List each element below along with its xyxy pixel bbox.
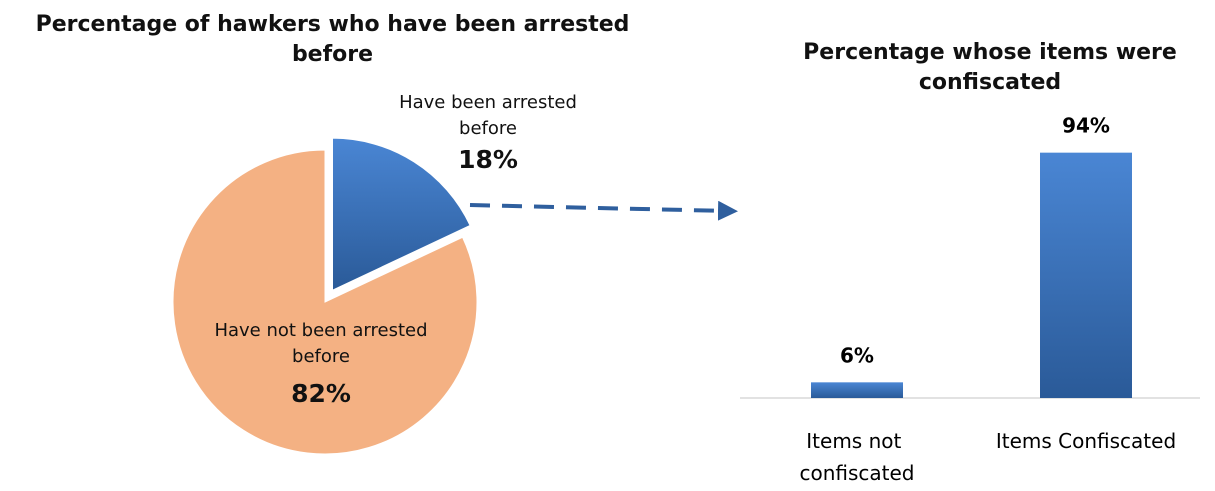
bar-value-label-not-confiscated: 6% (840, 343, 874, 367)
bar-value-label-confiscated: 94% (1062, 114, 1110, 138)
bar-chart-title: Percentage whose items were confiscated (803, 40, 1177, 95)
bar-items-confiscated (1040, 152, 1132, 398)
dashed-arrow-connector (469, 200, 738, 221)
pie-slice-not-arrested (172, 149, 478, 455)
slice-label-text-not-arrested: Have not been arrested before (214, 320, 428, 367)
pie-slice-arrested (332, 137, 471, 291)
category-label-confiscated: Items Confiscated (996, 429, 1176, 453)
slice-percent-not-arrested: 82% (291, 379, 351, 408)
bar-items-not-confiscated (811, 382, 903, 398)
slice-percent-arrested: 18% (458, 145, 518, 174)
slice-label-arrested: Have been arrested before 18% (378, 90, 598, 178)
pie-chart-title: Percentage of hawkers who have been arre… (35, 12, 630, 67)
category-label-not-confiscated: Items not confiscated (799, 429, 914, 485)
slice-label-text-arrested: Have been arrested before (399, 92, 577, 139)
slice-label-not-arrested: Have not been arrested before 82% (206, 318, 436, 412)
